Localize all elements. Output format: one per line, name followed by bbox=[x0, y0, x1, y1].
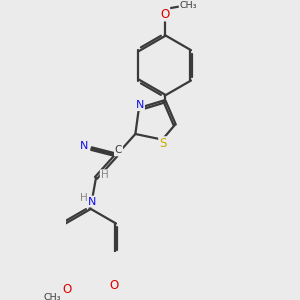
Text: N: N bbox=[136, 100, 144, 110]
Text: CH₃: CH₃ bbox=[44, 293, 61, 300]
Text: O: O bbox=[160, 8, 169, 20]
Text: N: N bbox=[88, 196, 97, 206]
Text: N: N bbox=[80, 141, 88, 151]
Text: S: S bbox=[159, 137, 166, 150]
Text: H: H bbox=[101, 170, 108, 180]
Text: H: H bbox=[80, 193, 88, 203]
Text: O: O bbox=[62, 283, 72, 296]
Text: O: O bbox=[110, 279, 118, 292]
Text: C: C bbox=[115, 146, 122, 155]
Text: CH₃: CH₃ bbox=[179, 1, 197, 10]
